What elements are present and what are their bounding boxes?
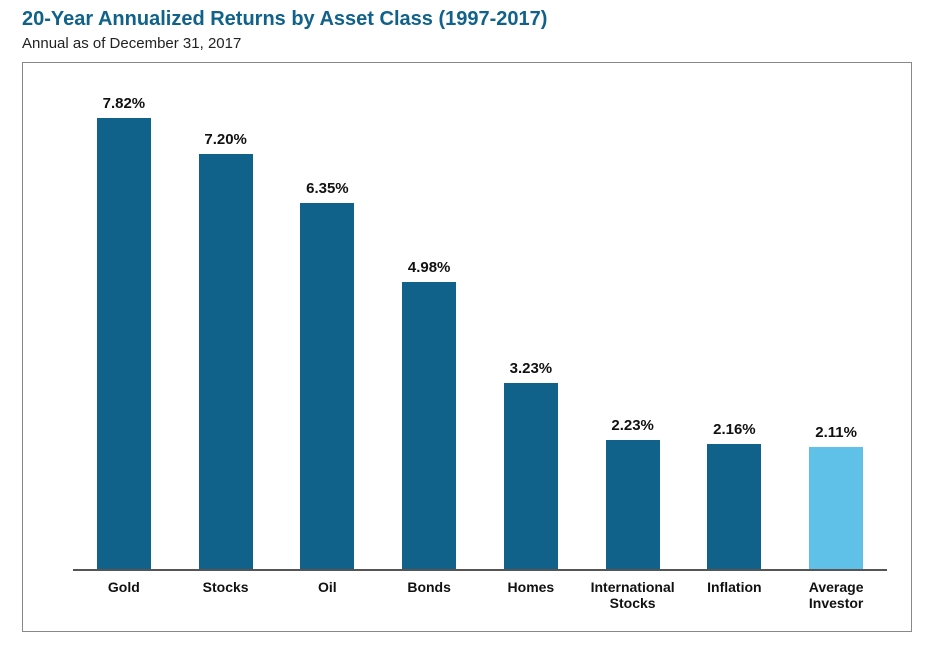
bars-layer: 7.82%Gold7.20%Stocks6.35%Oil4.98%Bonds3.… <box>73 81 887 569</box>
chart-subtitle: Annual as of December 31, 2017 <box>22 35 914 52</box>
chart-title: 20-Year Annualized Returns by Asset Clas… <box>22 8 914 31</box>
bar-category-label: Stocks <box>171 579 281 595</box>
bar <box>199 154 253 569</box>
bar <box>97 118 151 569</box>
bar-category-label: Gold <box>69 579 179 595</box>
bar-value-label: 7.82% <box>103 95 146 112</box>
bar <box>402 282 456 569</box>
bar-slot: 2.23%International Stocks <box>582 79 684 569</box>
bar-value-label: 4.98% <box>408 259 451 276</box>
bar <box>300 203 354 569</box>
bar-slot: 2.11%Average Investor <box>785 79 887 569</box>
bar-category-label: Inflation <box>679 579 789 595</box>
chart-container: 20-Year Annualized Returns by Asset Clas… <box>0 0 932 662</box>
bar <box>504 383 558 569</box>
bar-slot: 3.23%Homes <box>480 79 582 569</box>
bar-category-label: Average Investor <box>781 579 891 611</box>
bar <box>707 444 761 569</box>
bar <box>606 440 660 569</box>
bar-value-label: 2.16% <box>713 421 756 438</box>
bar <box>809 447 863 569</box>
bar-category-label: International Stocks <box>578 579 688 611</box>
chart-frame: 7.82%Gold7.20%Stocks6.35%Oil4.98%Bonds3.… <box>22 62 912 632</box>
bar-slot: 7.20%Stocks <box>175 79 277 569</box>
bar-value-label: 2.11% <box>815 424 857 441</box>
bar-slot: 2.16%Inflation <box>684 79 786 569</box>
bar-value-label: 2.23% <box>611 417 654 434</box>
bar-value-label: 7.20% <box>204 131 247 148</box>
bar-value-label: 6.35% <box>306 180 349 197</box>
bar-category-label: Oil <box>272 579 382 595</box>
plot-area: 7.82%Gold7.20%Stocks6.35%Oil4.98%Bonds3.… <box>73 81 887 571</box>
bar-category-label: Homes <box>476 579 586 595</box>
bar-slot: 7.82%Gold <box>73 79 175 569</box>
bar-value-label: 3.23% <box>510 360 553 377</box>
bar-slot: 6.35%Oil <box>277 79 379 569</box>
bar-slot: 4.98%Bonds <box>378 79 480 569</box>
bar-category-label: Bonds <box>374 579 484 595</box>
